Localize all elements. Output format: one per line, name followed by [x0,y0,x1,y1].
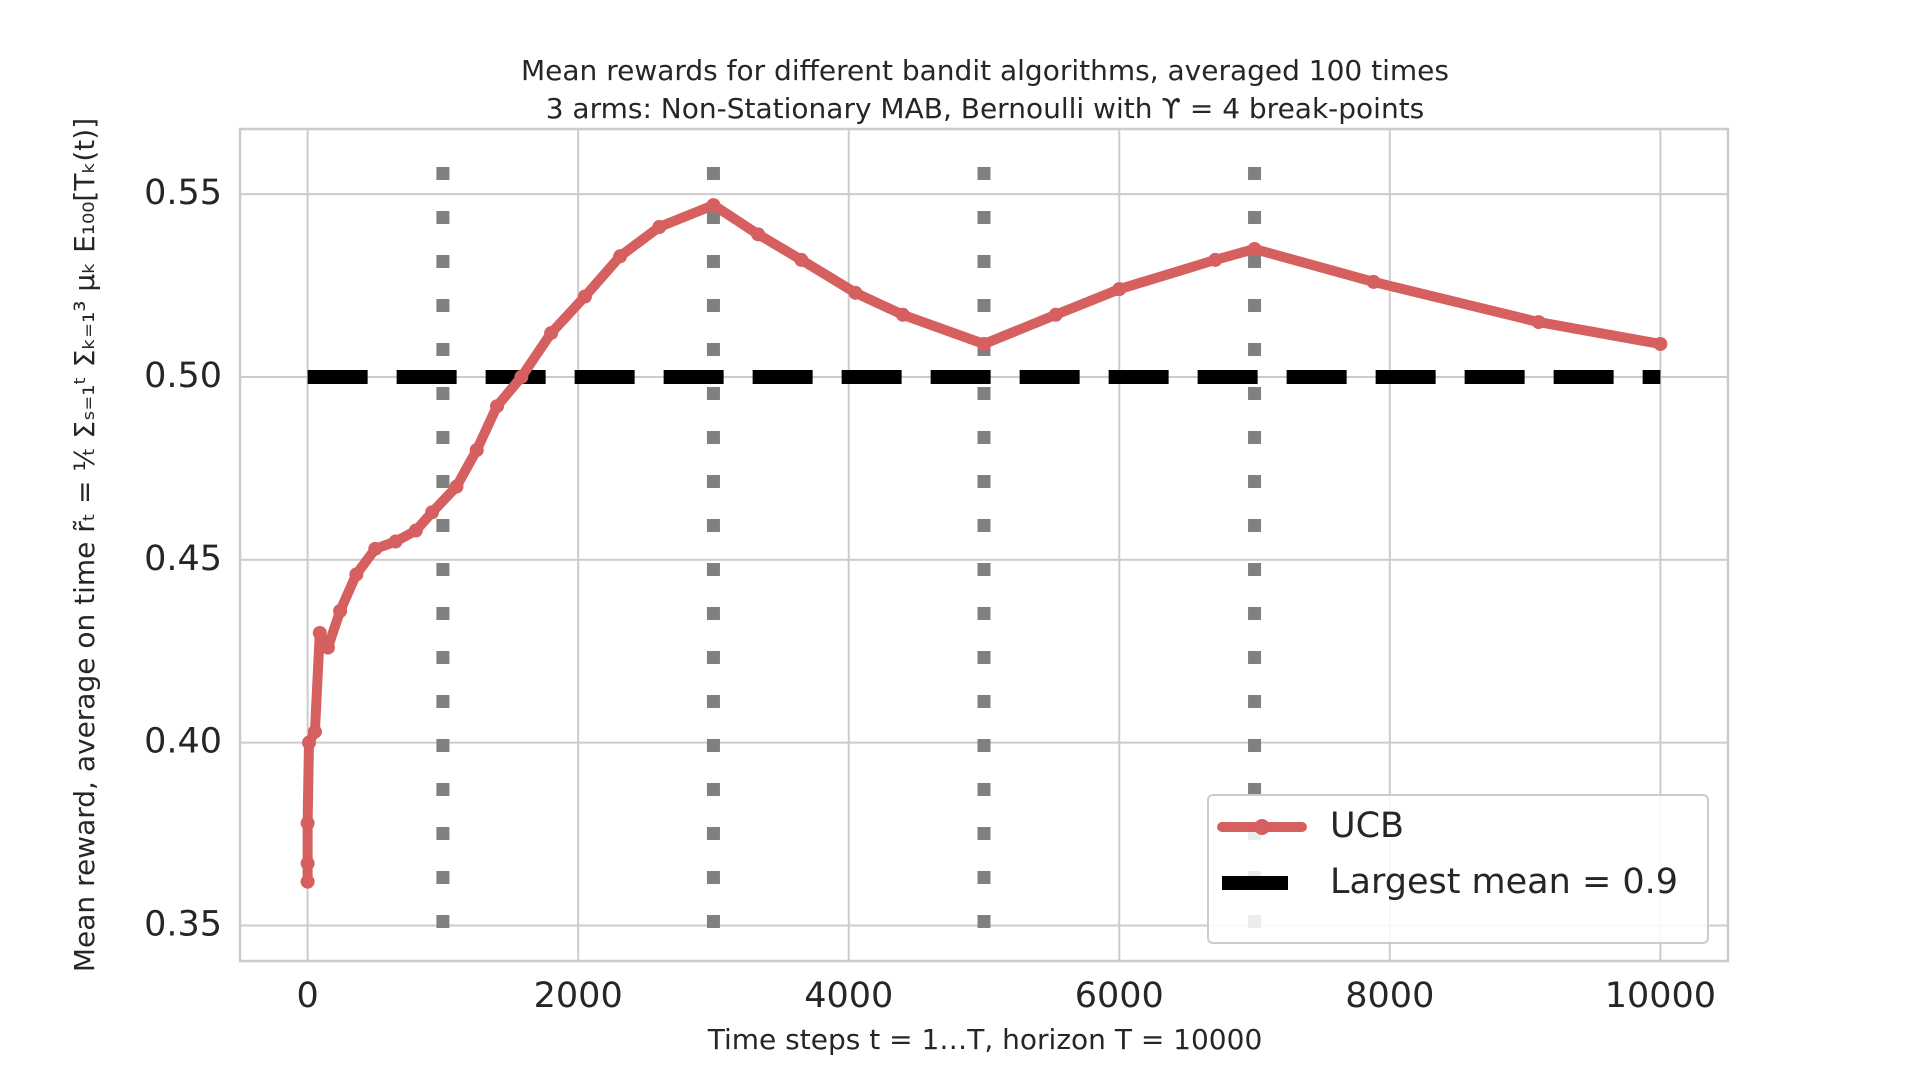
series-marker [1112,282,1127,297]
series-marker [307,724,322,739]
x-tick-label: 4000 [804,976,893,1016]
series-marker [320,640,335,655]
series-marker [1653,337,1668,352]
y-tick-label: 0.50 [144,356,222,396]
y-tick-label: 0.40 [144,722,222,762]
series-marker [514,369,529,384]
y-tick-label: 0.45 [144,539,222,579]
series-marker [300,856,315,871]
series-marker [300,816,315,831]
legend-box [1207,794,1709,944]
series-line [302,200,1666,887]
series-marker [652,220,667,235]
plot-frame [238,127,1730,963]
y-axis-label: Mean reward, average on time r̃ₜ = ¹⁄ₜ Σ… [68,118,101,972]
x-tick-label: 0 [296,976,318,1016]
y-tick-label: 0.55 [144,173,222,213]
x-tick-label: 2000 [534,976,623,1016]
legend-label: UCB [1330,806,1404,846]
series-marker [368,541,383,556]
series-marker [408,523,423,538]
x-tick-label: 10000 [1605,976,1716,1016]
series-marker [449,479,464,494]
series-marker [333,604,348,619]
series-marker [425,505,440,520]
series-marker [848,285,863,300]
series-marker [388,534,403,549]
series-marker [301,735,316,750]
series-marker [490,399,505,414]
series-marker [1366,274,1381,289]
x-tick-label: 8000 [1345,976,1434,1016]
series-marker [1531,315,1546,330]
x-tick-label: 6000 [1075,976,1164,1016]
series-marker [794,252,809,267]
series-marker [349,567,364,582]
series-marker [1208,252,1223,267]
x-axis-label: Time steps t = 1…T, horizon T = 10000 [707,1023,1263,1056]
series-marker [544,326,559,341]
chart-subtitle: 3 arms: Non-Stationary MAB, Bernoulli wi… [546,92,1425,125]
series-marker [977,337,991,352]
legend-label: Largest mean = 0.9 [1330,862,1678,902]
series-marker [1048,307,1063,322]
series-marker [1247,241,1262,256]
series-marker [895,307,910,322]
chart-title: Mean rewards for different bandit algori… [521,54,1449,87]
series-marker [613,249,628,264]
series-marker [469,443,484,458]
series-marker [312,625,327,640]
legend-swatch-marker [1254,819,1270,835]
y-tick-label: 0.35 [144,905,222,945]
series-marker [751,227,766,242]
series-marker [300,874,315,889]
series-marker [706,198,721,213]
series-marker [577,289,592,304]
